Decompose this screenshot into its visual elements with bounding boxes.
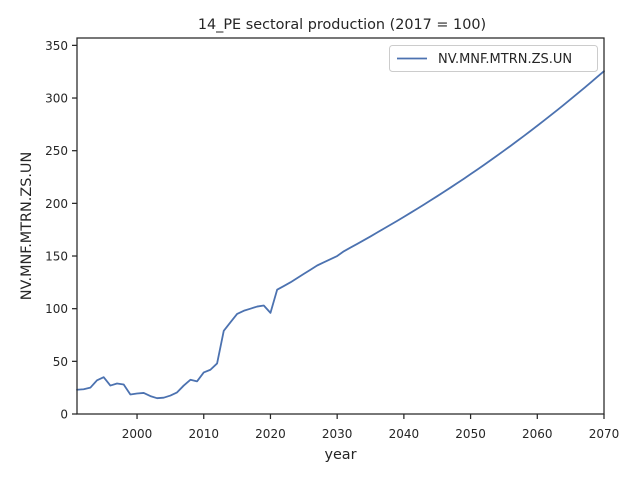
plot-area — [76, 37, 605, 415]
y-tick-label: 100 — [45, 302, 68, 316]
axes-frame — [76, 37, 605, 415]
y-tick-label: 0 — [60, 408, 68, 422]
y-tick-label: 250 — [45, 144, 68, 158]
x-tick-label: 2050 — [455, 427, 486, 441]
y-tick-label: 350 — [45, 39, 68, 53]
y-axis-ticks: 0 50 100 150 200 250 300 350 — [45, 39, 77, 422]
y-tick-label: 300 — [45, 92, 68, 106]
chart-title: 14_PE sectoral production (2017 = 100) — [198, 17, 486, 33]
legend-label: NV.MNF.MTRN.ZS.UN — [438, 52, 572, 67]
x-tick-label: 2010 — [188, 427, 219, 441]
x-tick-label: 2020 — [255, 427, 286, 441]
x-tick-label: 2060 — [522, 427, 553, 441]
x-tick-label: 2030 — [322, 427, 353, 441]
y-tick-label: 200 — [45, 197, 68, 211]
x-axis-ticks: 2000 2010 2020 2030 2040 2050 2060 2070 — [122, 414, 620, 441]
x-tick-label: 2070 — [589, 427, 620, 441]
x-axis-label: year — [324, 447, 356, 463]
legend-box — [389, 45, 598, 72]
x-tick-label: 2000 — [122, 427, 153, 441]
y-tick-label: 50 — [53, 355, 68, 369]
y-axis-label: NV.MNF.MTRN.ZS.UN — [19, 152, 35, 300]
y-tick-label: 150 — [45, 250, 68, 264]
x-tick-label: 2040 — [389, 427, 420, 441]
legend: NV.MNF.MTRN.ZS.UN — [389, 45, 598, 72]
series-line — [76, 70, 605, 400]
